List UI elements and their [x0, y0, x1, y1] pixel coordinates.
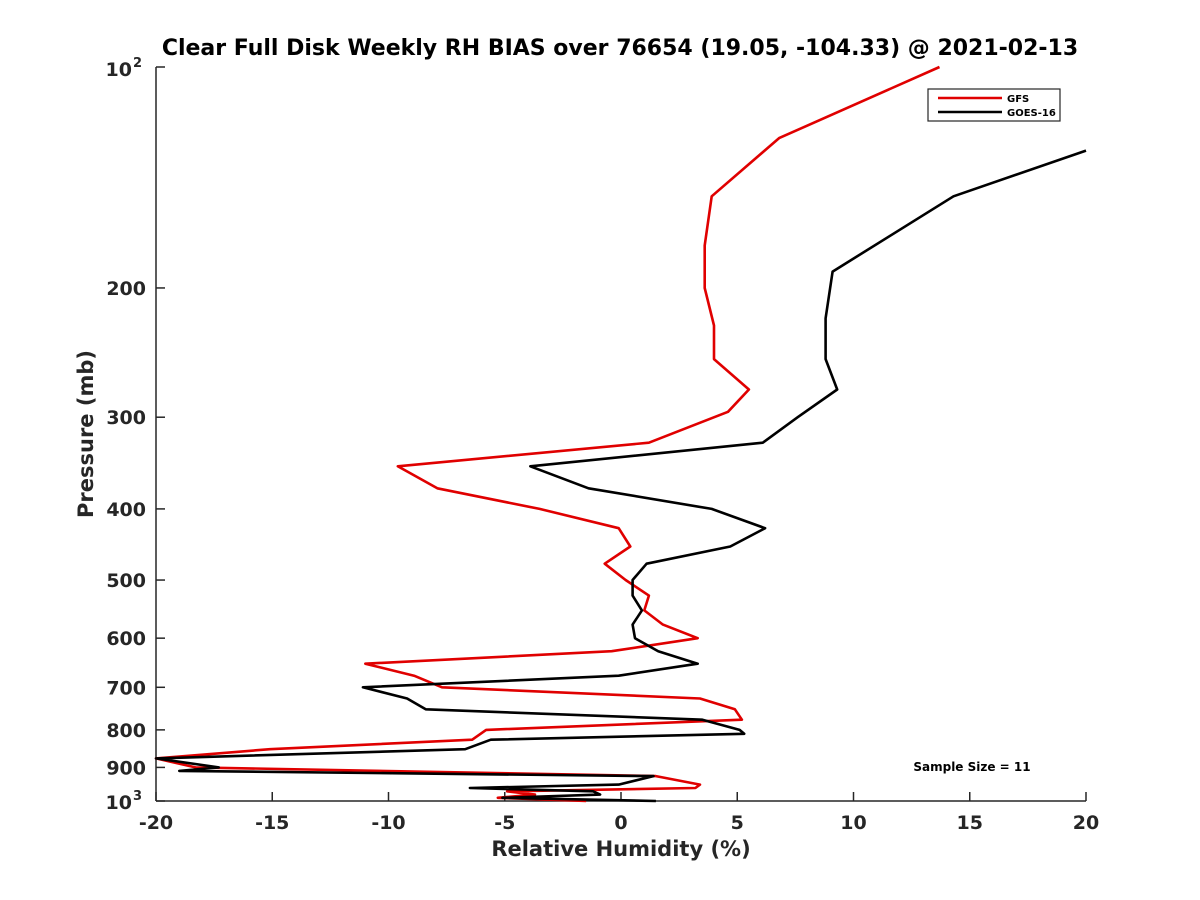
y-tick-label: 900: [106, 757, 146, 779]
y-tick-exponent: 3: [133, 789, 142, 804]
y-tick-label: 500: [106, 570, 146, 592]
y-axis-label: Pressure (mb): [74, 350, 98, 518]
legend: GFS GOES-16: [927, 88, 1061, 122]
x-axis-ticks: -20 -15 -10 -5 0 5 10 15 20: [139, 792, 1099, 834]
y-tick-label: 800: [106, 720, 146, 742]
legend-label: GFS: [1007, 94, 1029, 105]
legend-label: GOES-16: [1007, 108, 1056, 119]
x-tick-label: -5: [494, 812, 515, 834]
x-tick-label: 5: [731, 812, 744, 834]
series-layer: [154, 65, 1087, 803]
series-line-gfs: [154, 65, 941, 803]
y-tick-label-power: 10 2: [106, 56, 143, 81]
y-tick-base: 10: [106, 792, 132, 814]
x-tick-label: 10: [840, 812, 866, 834]
y-tick-exponent: 2: [133, 56, 142, 71]
y-tick-label-power: 10 3: [106, 789, 143, 814]
series-line-goes-16: [154, 149, 1087, 803]
x-tick-label: -15: [255, 812, 289, 834]
y-tick-label: 300: [106, 407, 146, 429]
x-tick-label: 20: [1073, 812, 1099, 834]
sample-size-annotation: Sample Size = 11: [913, 760, 1030, 774]
x-tick-label: -20: [139, 812, 173, 834]
y-tick-label: 700: [106, 677, 146, 699]
y-tick-label: 200: [106, 278, 146, 300]
x-tick-label: 15: [957, 812, 983, 834]
y-tick-base: 10: [106, 59, 132, 81]
y-tick-label: 600: [106, 628, 146, 650]
x-axis-label: Relative Humidity (%): [491, 837, 750, 861]
plot-area: [155, 67, 1086, 802]
x-tick-label: 0: [614, 812, 627, 834]
legend-box: [927, 88, 1061, 122]
chart-title: Clear Full Disk Weekly RH BIAS over 7665…: [162, 36, 1078, 61]
x-tick-label: -10: [371, 812, 405, 834]
y-tick-label: 400: [106, 499, 146, 521]
